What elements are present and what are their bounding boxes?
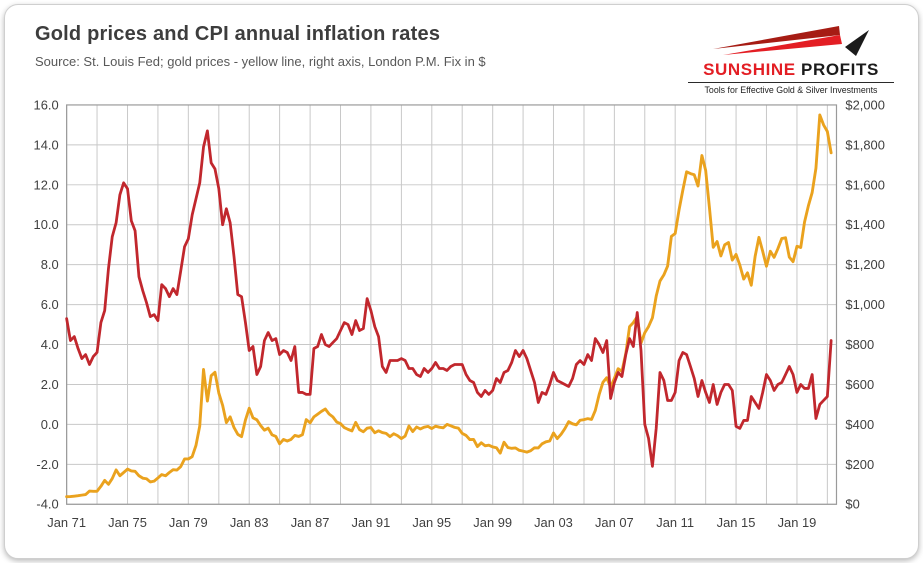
- x-axis-tick-label: Jan 71: [47, 515, 86, 530]
- left-axis-tick-label: 8.0: [41, 257, 59, 272]
- title-block: Gold prices and CPI annual inflation rat…: [35, 23, 486, 69]
- left-axis-tick-label: 0.0: [41, 417, 59, 432]
- page-title: Gold prices and CPI annual inflation rat…: [35, 23, 441, 45]
- right-axis-tick-label: $600: [845, 377, 874, 392]
- chart-card: Gold prices and CPI annual inflation rat…: [4, 4, 919, 559]
- left-axis-tick-label: -2.0: [36, 457, 58, 472]
- page-subtitle: Source: St. Louis Fed; gold prices - yel…: [35, 54, 486, 69]
- right-axis-tick-label: $1,200: [845, 257, 884, 272]
- logo-tagline: Tools for Effective Gold & Silver Invest…: [704, 85, 878, 95]
- left-axis-tick-label: 14.0: [34, 137, 59, 152]
- x-axis-tick-label: Jan 83: [230, 515, 269, 530]
- x-axis-tick-label: Jan 15: [717, 515, 756, 530]
- logo-brand-sunshine: SUNSHINE: [703, 60, 796, 79]
- left-axis-tick-label: 6.0: [41, 297, 59, 312]
- x-axis-tick-label: Jan 79: [169, 515, 208, 530]
- left-axis-tick-label: 12.0: [34, 177, 59, 192]
- logo-arrows-icon: [713, 26, 869, 56]
- cpi-inflation-line: [65, 129, 833, 468]
- right-axis-tick-label: $400: [845, 417, 874, 432]
- x-axis-tick-label: Jan 03: [534, 515, 573, 530]
- logo-divider: [688, 82, 894, 83]
- chart-area: -4.0 -2.0 0.0 2.0 4.0 6.0 8.0 10.0 12.0 14.0 16.0 $…: [5, 95, 918, 534]
- x-axis-tick-label: Jan 07: [595, 515, 634, 530]
- right-axis-tick-label: $800: [845, 337, 874, 352]
- right-axis-tick-label: $1,400: [845, 217, 884, 232]
- x-axis-tick-label: Jan 87: [291, 515, 330, 530]
- chart-header: Gold prices and CPI annual inflation rat…: [5, 5, 918, 95]
- left-axis-tick-label: 4.0: [41, 337, 59, 352]
- plot-border: [66, 104, 838, 505]
- x-axis-tick-label: Jan 99: [473, 515, 512, 530]
- left-axis-tick-label: 2.0: [41, 377, 59, 392]
- right-axis-tick-label: $1,800: [845, 137, 884, 152]
- right-axis-tick-label: $200: [845, 457, 874, 472]
- x-axis-tick-label: Jan 75: [108, 515, 147, 530]
- line-chart: -4.0 -2.0 0.0 2.0 4.0 6.0 8.0 10.0 12.0 14.0 16.0 $…: [34, 97, 885, 530]
- right-axis-tick-label: $2,000: [845, 97, 884, 112]
- right-axis-tick-label: $1,000: [845, 297, 884, 312]
- logo-brand-profits: PROFITS: [795, 60, 879, 79]
- gold-price-line: [65, 113, 833, 499]
- right-axis-tick-label: $0: [845, 497, 859, 512]
- x-axis-tick-label: Jan 11: [656, 515, 694, 530]
- left-axis-tick-label: 10.0: [34, 217, 59, 232]
- x-axis-tick-label: Jan 91: [352, 515, 391, 530]
- sunshine-profits-logo: SUNSHINE PROFITS Tools for Effective Gol…: [686, 25, 896, 95]
- x-axis-tick-label: Jan 95: [412, 515, 451, 530]
- right-axis-tick-label: $1,600: [845, 177, 884, 192]
- logo-brand-text: SUNSHINE PROFITS: [686, 60, 896, 80]
- left-axis-tick-label: -4.0: [36, 497, 58, 512]
- x-axis-tick-label: Jan 19: [778, 515, 817, 530]
- left-axis-tick-label: 16.0: [34, 97, 59, 112]
